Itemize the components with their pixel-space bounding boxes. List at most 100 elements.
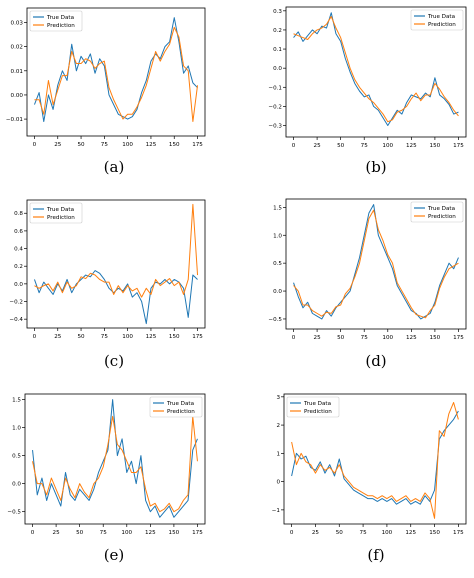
x-tick-label: 0 (292, 335, 296, 341)
x-tick-label: 125 (146, 142, 157, 148)
y-tick-label: 0.8 (14, 211, 23, 217)
y-tick-label: 0.5 (273, 261, 282, 267)
series-line-prediction (34, 203, 199, 298)
legend: True Data Prediction (149, 396, 203, 418)
x-tick-label: 25 (314, 335, 322, 341)
series-line-prediction (34, 26, 199, 123)
panel-caption: (a) (104, 158, 125, 176)
y-tick-label: 0.0 (273, 66, 282, 72)
panel-caption: (b) (365, 158, 386, 176)
x-tick-label: 0 (292, 143, 296, 149)
legend-box (29, 202, 83, 224)
legend: True Data Prediction (410, 201, 464, 223)
legend-box (286, 396, 340, 418)
chart-panel-1: 0 25 50 75 100 125 150 175 −0.01 0.00 0.01 0.02 0.03… (6, 7, 206, 176)
x-tick-label: 75 (361, 335, 369, 341)
x-tick-label: 125 (406, 143, 417, 149)
y-tick-label: 0.00 (11, 93, 24, 99)
legend-box (29, 10, 83, 32)
x-tick-label: 175 (192, 334, 203, 340)
legend-label: Prediction (47, 215, 75, 221)
x-tick-label: 150 (169, 334, 180, 340)
y-tick-label: −0.2 (268, 104, 282, 110)
series-line-true-data (291, 410, 459, 505)
x-tick-label: 25 (314, 143, 322, 149)
x-tick-label: 75 (101, 142, 109, 148)
y-tick-label: −1 (272, 508, 281, 514)
y-tick-label: −0.3 (268, 124, 282, 130)
x-tick-label: 150 (429, 530, 440, 536)
legend-label: Prediction (304, 409, 332, 415)
panel-caption: (f) (367, 546, 384, 564)
x-tick-label: 50 (336, 530, 344, 536)
y-tick-label: −0.4 (9, 317, 23, 323)
x-tick-label: 100 (382, 335, 393, 341)
x-tick-label: 0 (33, 334, 37, 340)
y-tick-label: 0.6 (14, 229, 23, 235)
x-tick-label: 0 (290, 530, 294, 536)
legend-box (410, 201, 464, 223)
panel-caption: (d) (365, 352, 386, 370)
x-tick-label: 150 (430, 335, 441, 341)
series-line-prediction (293, 16, 459, 123)
x-tick-label: 75 (361, 143, 369, 149)
y-tick-label: 0.01 (11, 69, 24, 75)
x-tick-label: 100 (121, 530, 132, 536)
x-tick-label: 50 (77, 334, 85, 340)
x-tick-label: 50 (337, 143, 345, 149)
chart-panel-6: 0 25 50 75 100 125 150 175 −1 0 1 2 3 True Data Predic… (272, 393, 467, 564)
x-tick-label: 25 (54, 334, 62, 340)
x-tick-label: 75 (360, 530, 368, 536)
legend-label: True Data (427, 206, 455, 212)
y-tick-label: 0.2 (14, 264, 23, 270)
x-tick-label: 150 (169, 530, 180, 536)
chart-panel-3: 0 25 50 75 100 125 150 175 −0.4 −0.2 0.0 0.2 0.4 0.6 0… (9, 199, 206, 370)
y-tick-label: 1.0 (12, 426, 21, 432)
panel-caption: (e) (104, 546, 125, 564)
x-tick-label: 100 (382, 530, 393, 536)
y-tick-label: 1.0 (273, 233, 282, 239)
x-tick-label: 150 (430, 143, 441, 149)
x-tick-label: 50 (337, 335, 345, 341)
series-line-true-data (33, 17, 198, 123)
y-tick-label: 1 (276, 451, 280, 457)
x-tick-label: 175 (192, 530, 203, 536)
x-tick-label: 50 (76, 530, 84, 536)
legend-label: True Data (166, 401, 194, 407)
x-tick-label: 0 (33, 142, 37, 148)
y-tick-label: 1.5 (12, 398, 21, 404)
legend-label: True Data (427, 14, 455, 20)
y-tick-label: 2 (276, 423, 280, 429)
series-line-prediction (291, 401, 459, 519)
y-tick-label: 0.4 (14, 247, 23, 253)
x-tick-label: 25 (312, 530, 320, 536)
legend: True Data Prediction (29, 10, 83, 32)
y-tick-label: 0.0 (273, 289, 282, 295)
x-tick-label: 0 (31, 530, 35, 536)
x-tick-label: 125 (405, 530, 416, 536)
series-line-prediction (32, 415, 198, 513)
y-tick-label: 1.5 (273, 205, 282, 211)
x-tick-label: 125 (146, 334, 157, 340)
legend: True Data Prediction (286, 396, 340, 418)
x-tick-label: 150 (169, 142, 180, 148)
x-tick-label: 175 (453, 335, 464, 341)
y-tick-label: 0.2 (273, 28, 282, 34)
x-tick-label: 125 (145, 530, 156, 536)
legend-label: True Data (46, 207, 74, 213)
x-tick-label: 100 (122, 142, 133, 148)
y-tick-label: 0.0 (12, 482, 21, 488)
x-tick-label: 125 (406, 335, 417, 341)
x-tick-label: 175 (192, 142, 203, 148)
y-tick-label: 0.1 (273, 47, 282, 53)
x-tick-label: 50 (77, 142, 85, 148)
legend-label: Prediction (428, 214, 456, 220)
x-tick-label: 175 (453, 143, 464, 149)
y-tick-label: −0.1 (268, 85, 282, 91)
y-tick-label: 0.02 (11, 45, 23, 51)
legend-label: True Data (303, 401, 331, 407)
legend: True Data Prediction (410, 9, 464, 31)
legend-label: True Data (46, 15, 74, 21)
chart-panel-5: 0 25 50 75 100 125 150 175 −0.5 0.0 0.5 1.0 1.5 True … (7, 393, 206, 564)
